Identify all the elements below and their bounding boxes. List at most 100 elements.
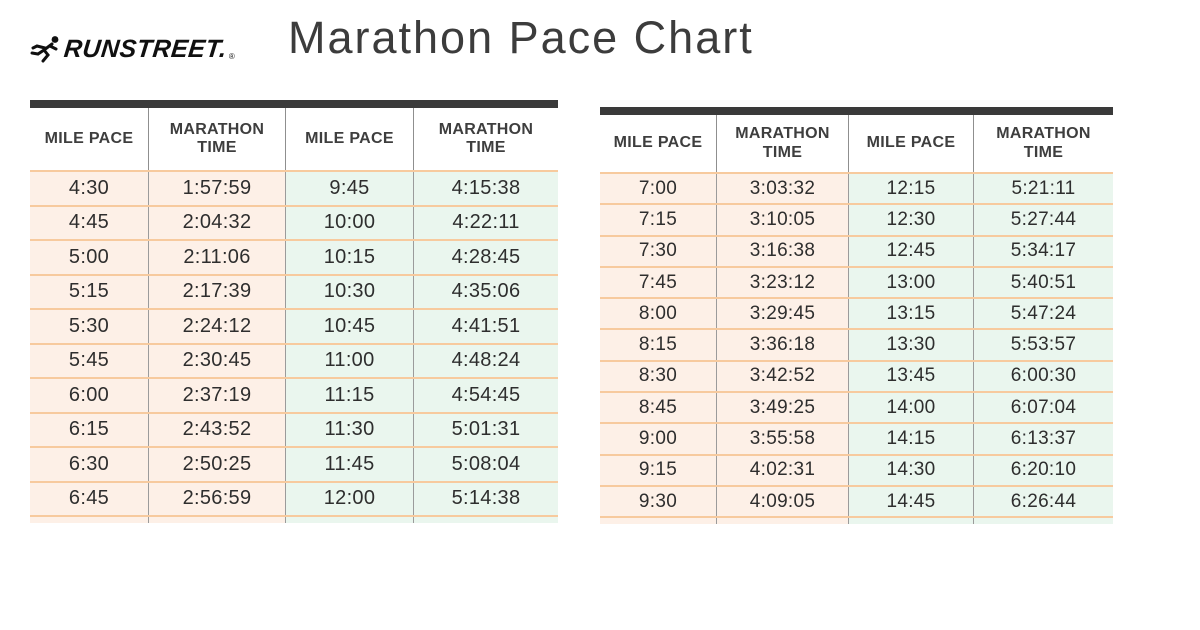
marathon-time-cell: 6:07:04 [973, 393, 1113, 423]
mile-pace-cell: 9:00 [600, 424, 716, 454]
mile-pace-cell: 14:45 [848, 486, 973, 517]
table-row: 5:30 2:24:12 10:45 4:41:51 [30, 310, 558, 345]
marathon-time-cell: 2:56:59 [148, 482, 285, 515]
mile-pace-cell: 9:45 [285, 172, 413, 205]
mile-pace-cell: 6:45 [30, 482, 148, 515]
marathon-time-cell: 4:09:05 [716, 486, 848, 517]
column-header-mile-pace: MILE PACE [848, 115, 973, 172]
mile-pace-cell: 12:30 [848, 205, 973, 235]
mile-pace-cell: 7:30 [600, 236, 716, 266]
mile-pace-cell: 9:30 [600, 486, 716, 517]
marathon-time-cell: 3:16:38 [716, 236, 848, 266]
marathon-time-cell: 3:29:45 [716, 299, 848, 329]
table-row: 7:00 3:03:32 12:15 5:21:11 [600, 174, 1113, 206]
table-row: 9:30 4:09:05 14:45 6:26:44 [600, 486, 1113, 519]
mile-pace-cell: 6:30 [30, 448, 148, 481]
marathon-time-cell: 2:37:19 [148, 379, 285, 412]
marathon-time-cell: 5:40:51 [973, 267, 1113, 298]
table-row: 9:15 4:02:31 14:30 6:20:10 [600, 455, 1113, 487]
marathon-time-cell: 2:04:32 [148, 206, 285, 239]
column-header-marathon-time: MARATHON TIME [148, 108, 285, 170]
mile-pace-cell: 4:30 [30, 172, 148, 205]
mile-pace-cell: 5:00 [30, 241, 148, 274]
table-row: 9:00 3:55:58 14:15 6:13:37 [600, 424, 1113, 456]
mile-pace-cell: 11:30 [285, 413, 413, 446]
table-top-bar [30, 100, 558, 108]
marathon-time-cell: 6:26:44 [973, 486, 1113, 517]
marathon-time-cell: 6:13:37 [973, 424, 1113, 454]
table-row: 5:00 2:11:06 10:15 4:28:45 [30, 241, 558, 276]
mile-pace-cell: 13:00 [848, 267, 973, 298]
marathon-time-cell: 4:28:45 [413, 241, 558, 274]
page-title: Marathon Pace Chart [288, 12, 754, 63]
pace-table-left: MILE PACE MARATHON TIME MILE PACE MARATH… [30, 100, 558, 523]
marathon-time-cell: 4:41:51 [413, 310, 558, 343]
table-row: 7:30 3:16:38 12:45 5:34:17 [600, 236, 1113, 268]
table-row: 6:45 2:56:59 12:00 5:14:38 [30, 482, 558, 517]
column-header-marathon-time: MARATHON TIME [413, 108, 558, 170]
mile-pace-cell: 13:15 [848, 299, 973, 329]
mile-pace-cell: 8:30 [600, 361, 716, 392]
mile-pace-cell: 12:15 [848, 174, 973, 204]
mile-pace-cell: 14:15 [848, 424, 973, 454]
mile-pace-cell: 8:15 [600, 330, 716, 360]
table-row: 4:30 1:57:59 9:45 4:15:38 [30, 172, 558, 207]
mile-pace-cell: 6:15 [30, 413, 148, 446]
marathon-time-cell: 5:21:11 [973, 174, 1113, 204]
mile-pace-cell: 5:15 [30, 275, 148, 308]
brand-logo: RUNSTREET. ® [30, 34, 235, 64]
marathon-time-cell: 2:30:45 [148, 344, 285, 377]
column-header-mile-pace: MILE PACE [613, 134, 703, 152]
marathon-time-cell: 5:47:24 [973, 299, 1113, 329]
marathon-time-cell: 4:48:24 [413, 344, 558, 377]
mile-pace-cell: 5:30 [30, 310, 148, 343]
clipped-row [30, 517, 558, 523]
mile-pace-cell: 8:45 [600, 393, 716, 423]
marathon-time-cell: 3:36:18 [716, 330, 848, 360]
marathon-time-cell: 3:55:58 [716, 424, 848, 454]
mile-pace-cell: 10:00 [285, 206, 413, 239]
column-header-mile-pace: MILE PACE [285, 108, 413, 170]
table-row: 8:00 3:29:45 13:15 5:47:24 [600, 299, 1113, 331]
marathon-time-cell: 4:35:06 [413, 275, 558, 308]
table-body: 7:00 3:03:32 12:15 5:21:11 7:15 3:10:05 12:30 5… [600, 172, 1113, 519]
marathon-time-cell: 3:49:25 [716, 393, 848, 423]
mile-pace-cell: 10:15 [285, 241, 413, 274]
mile-pace-cell: 11:45 [285, 448, 413, 481]
marathon-time-cell: 5:01:31 [413, 413, 558, 446]
table-row: 4:45 2:04:32 10:00 4:22:11 [30, 206, 558, 241]
marathon-time-cell: 4:54:45 [413, 379, 558, 412]
mile-pace-cell: 7:15 [600, 205, 716, 235]
mile-pace-cell: 10:30 [285, 275, 413, 308]
marathon-time-cell: 3:10:05 [716, 205, 848, 235]
table-row: 7:45 3:23:12 13:00 5:40:51 [600, 267, 1113, 300]
table-header-row: MILE PACE MARATHON TIME MILE PACE MARATH… [30, 108, 558, 170]
table-row: 5:15 2:17:39 10:30 4:35:06 [30, 275, 558, 310]
marathon-time-cell: 4:15:38 [413, 172, 558, 205]
mile-pace-cell: 5:45 [30, 344, 148, 377]
clipped-row [600, 518, 1113, 525]
marathon-time-cell: 3:42:52 [716, 361, 848, 392]
table-header-row: MILE PACE MARATHON TIME MILE PACE MARATH… [600, 115, 1113, 172]
pace-table-right: MILE PACE MARATHON TIME MILE PACE MARATH… [600, 107, 1113, 525]
marathon-time-cell: 1:57:59 [148, 172, 285, 205]
marathon-time-cell: 6:00:30 [973, 361, 1113, 392]
marathon-time-cell: 5:53:57 [973, 330, 1113, 360]
column-header-marathon-time: MARATHON TIME [716, 115, 848, 172]
table-top-bar [600, 107, 1113, 115]
marathon-time-cell: 3:23:12 [716, 267, 848, 298]
mile-pace-cell: 11:00 [285, 344, 413, 377]
brand-name: RUNSTREET. [62, 34, 229, 63]
table-row: 6:00 2:37:19 11:15 4:54:45 [30, 379, 558, 414]
registered-mark: ® [228, 52, 235, 61]
mile-pace-cell: 8:00 [600, 299, 716, 329]
mile-pace-cell: 4:45 [30, 206, 148, 239]
mile-pace-cell: 14:30 [848, 455, 973, 485]
mile-pace-cell: 13:45 [848, 361, 973, 392]
mile-pace-cell: 12:00 [285, 482, 413, 515]
marathon-time-cell: 5:08:04 [413, 448, 558, 481]
table-row: 8:30 3:42:52 13:45 6:00:30 [600, 361, 1113, 394]
mile-pace-cell: 11:15 [285, 379, 413, 412]
marathon-time-cell: 5:14:38 [413, 482, 558, 515]
